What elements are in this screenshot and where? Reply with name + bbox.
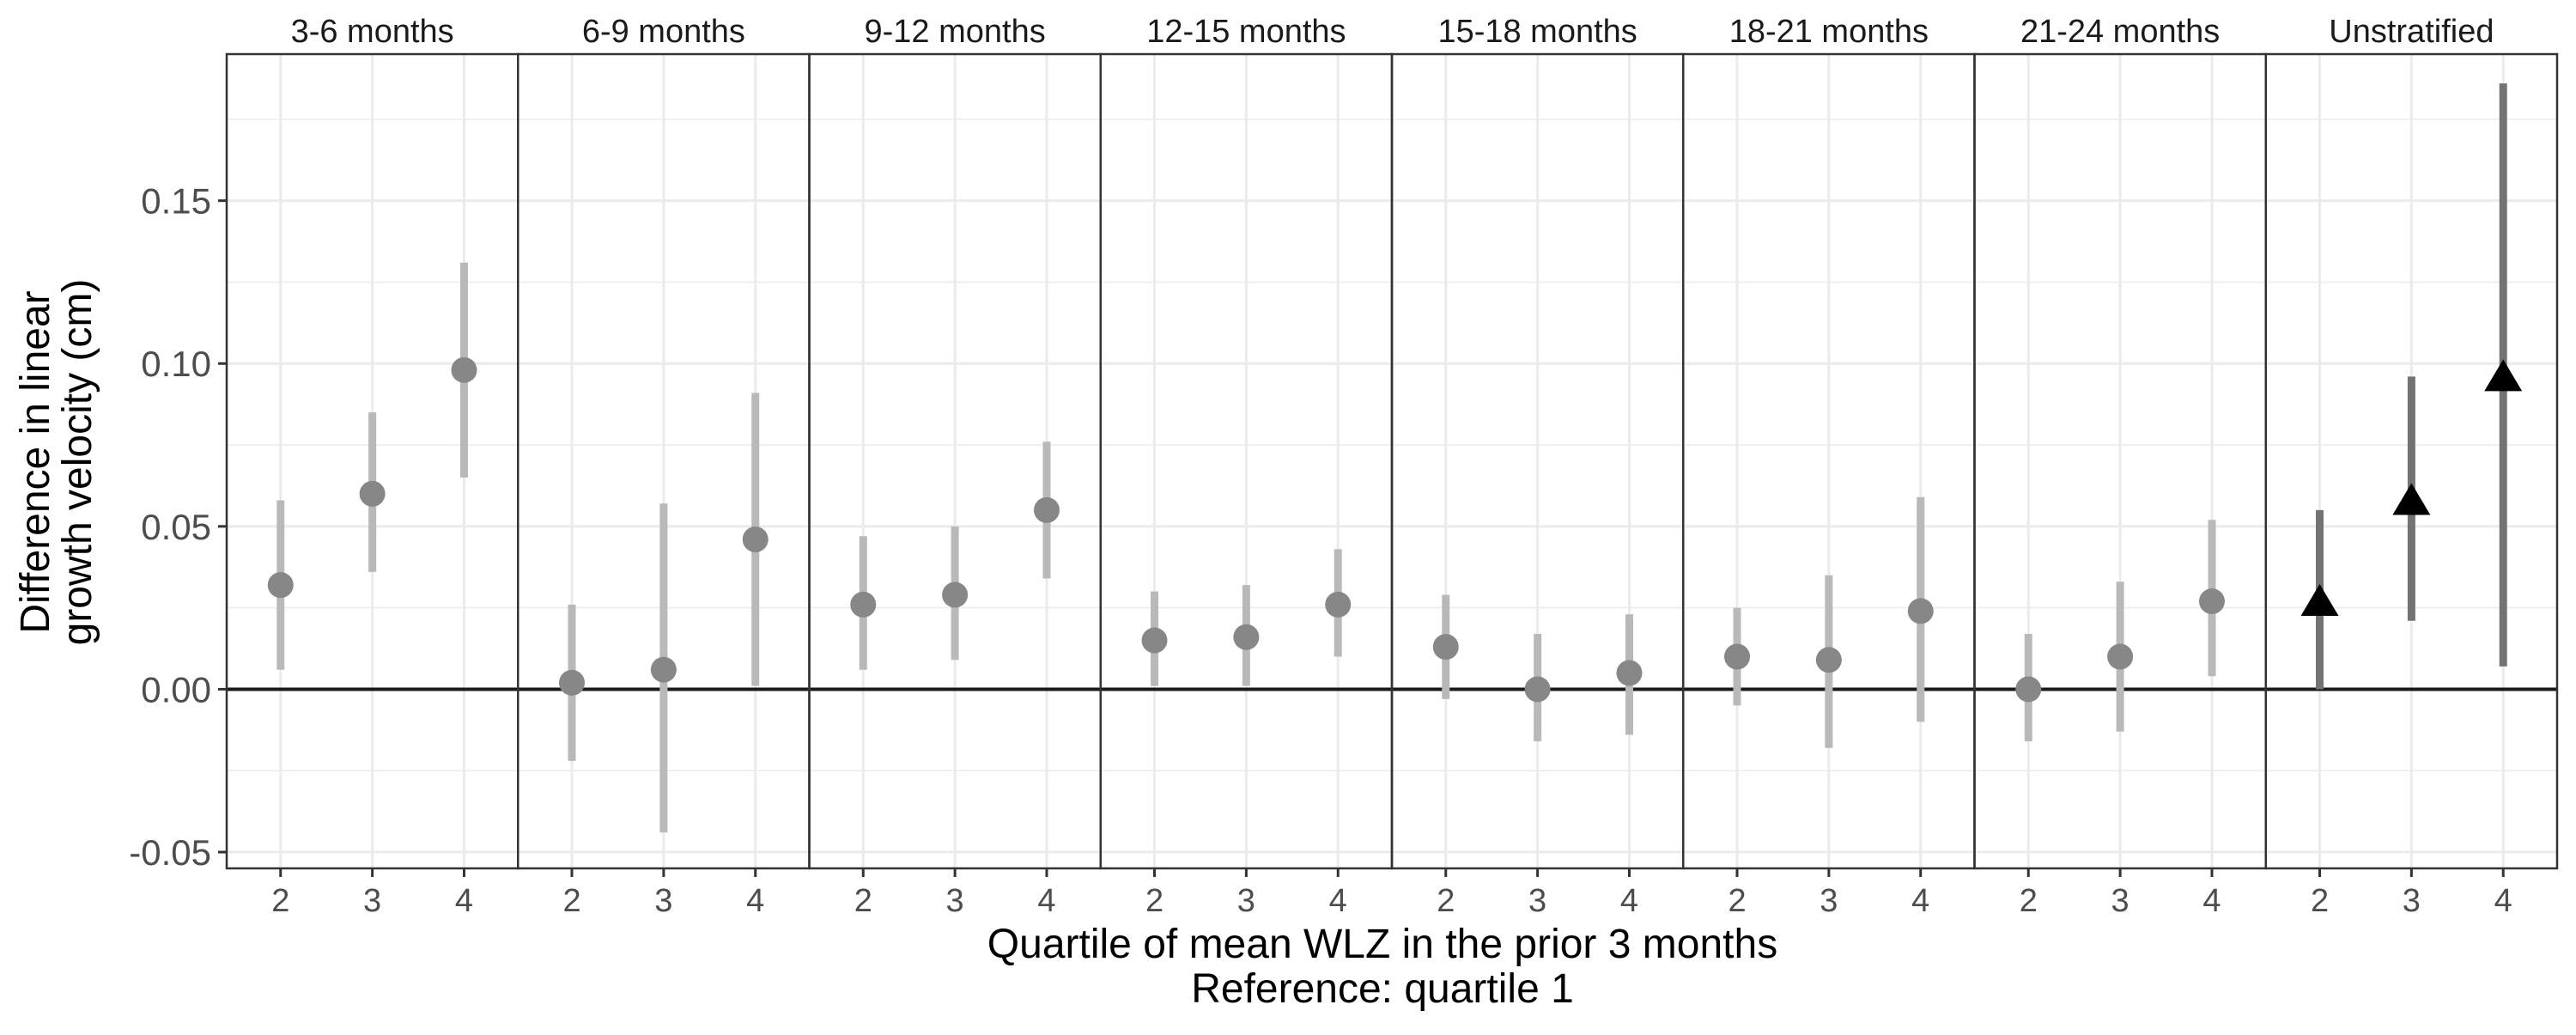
panel-strip-label: 18-21 months bbox=[1729, 14, 1929, 50]
point-estimate bbox=[1616, 660, 1643, 686]
y-axis-title-line-1: Difference in linear bbox=[13, 290, 58, 633]
x-tick-label: 2 bbox=[854, 883, 872, 919]
panel-layer: 3-6 months 6-9 months 9-12 months 12-15 mon… bbox=[225, 14, 2559, 870]
x-tick-label: 4 bbox=[455, 883, 473, 919]
point-estimate bbox=[1724, 643, 1751, 670]
point-estimate bbox=[2015, 676, 2042, 703]
y-tick-label: -0.05 bbox=[129, 832, 211, 873]
point-estimate bbox=[267, 572, 294, 599]
point-estimate bbox=[359, 480, 386, 507]
point-estimate bbox=[1233, 624, 1260, 650]
y-axis: -0.05 0.00 0.05 0.10 0.15 bbox=[129, 181, 227, 873]
x-tick-label: 3 bbox=[2111, 883, 2129, 919]
point-estimate bbox=[1907, 598, 1934, 624]
x-tick-label: 3 bbox=[1237, 883, 1255, 919]
point-estimate bbox=[1815, 647, 1842, 673]
panel-strip-label: Unstratified bbox=[2329, 14, 2494, 50]
point-estimate bbox=[559, 669, 586, 696]
panel-strip-label: 15-18 months bbox=[1437, 14, 1637, 50]
y-tick-label: 0.15 bbox=[141, 181, 211, 222]
point-estimate bbox=[2198, 588, 2225, 615]
y-tick-label: 0.10 bbox=[141, 344, 211, 384]
data-layer bbox=[267, 83, 2523, 833]
x-tick-label: 2 bbox=[2311, 883, 2329, 919]
x-tick-label: 3 bbox=[1528, 883, 1546, 919]
x-tick-label: 3 bbox=[654, 883, 672, 919]
point-estimate bbox=[1033, 496, 1060, 523]
x-tick-label: 4 bbox=[1620, 883, 1638, 919]
panel-strip-label: 9-12 months bbox=[865, 14, 1046, 50]
point-estimate bbox=[650, 656, 677, 683]
x-tick-label: 4 bbox=[1037, 883, 1055, 919]
panel-strip-label: 6-9 months bbox=[582, 14, 745, 50]
x-tick-label: 4 bbox=[1329, 883, 1347, 919]
point-estimate-triangle bbox=[2392, 483, 2431, 515]
x-tick-label: 4 bbox=[1911, 883, 1929, 919]
x-tick-label: 3 bbox=[2403, 883, 2421, 919]
panel-strip-label: 12-15 months bbox=[1146, 14, 1346, 50]
point-estimate bbox=[1325, 591, 1352, 618]
point-estimate bbox=[850, 591, 877, 618]
point-estimate bbox=[451, 356, 477, 383]
point-estimate bbox=[742, 527, 769, 553]
panel-strip-label: 21-24 months bbox=[2020, 14, 2220, 50]
x-tick-label: 3 bbox=[363, 883, 381, 919]
x-axis-title: Quartile of mean WLZ in the prior 3 mont… bbox=[987, 922, 1777, 967]
x-tick-label: 4 bbox=[2494, 883, 2512, 919]
panel-strip-label: 3-6 months bbox=[291, 14, 454, 50]
point-estimate bbox=[2107, 643, 2134, 670]
x-tick-label: 3 bbox=[946, 883, 964, 919]
point-estimate bbox=[1432, 634, 1459, 661]
point-estimate bbox=[942, 581, 969, 608]
x-tick-label: 2 bbox=[271, 883, 289, 919]
x-tick-label: 2 bbox=[2020, 883, 2038, 919]
point-estimate-triangle bbox=[2300, 584, 2339, 617]
x-tick-label: 4 bbox=[746, 883, 764, 919]
x-tick-label: 2 bbox=[1145, 883, 1163, 919]
x-axis: 2 3 4 2 3 4 2 3 4 2 3 4 2 3 4 2 3 4 2 3 4 2 3 4 bbox=[271, 868, 2512, 919]
x-tick-label: 3 bbox=[1820, 883, 1838, 919]
y-tick-label: 0.05 bbox=[141, 507, 211, 547]
x-axis-subtitle: Reference: quartile 1 bbox=[1191, 966, 1574, 1012]
x-tick-label: 2 bbox=[562, 883, 580, 919]
x-tick-label: 4 bbox=[2202, 883, 2221, 919]
y-axis-title-line-2: growth velocity (cm) bbox=[55, 279, 100, 646]
x-tick-label: 2 bbox=[1437, 883, 1455, 919]
point-estimate bbox=[1524, 676, 1551, 703]
point-estimate-triangle bbox=[2484, 359, 2523, 392]
x-tick-label: 2 bbox=[1728, 883, 1746, 919]
point-estimate bbox=[1141, 627, 1168, 654]
y-tick-label: 0.00 bbox=[141, 669, 211, 709]
